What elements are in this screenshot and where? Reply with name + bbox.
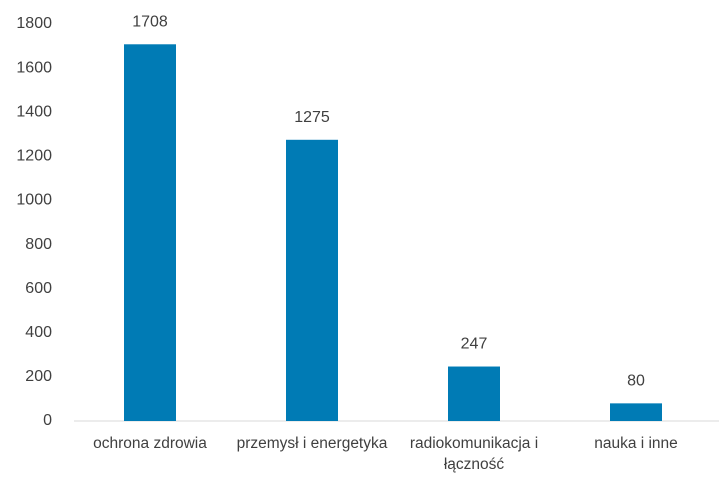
y-tick-label: 600 xyxy=(25,280,52,297)
y-tick-label: 1000 xyxy=(16,192,52,209)
y-tick-label: 400 xyxy=(25,324,52,341)
x-tick-label: nauka i inne xyxy=(594,435,678,452)
data-label: 247 xyxy=(461,336,488,353)
bar xyxy=(448,366,500,421)
y-tick-label: 1400 xyxy=(16,103,52,120)
y-tick-label: 800 xyxy=(25,236,52,253)
x-tick-label: radiokomunikacja i łączność xyxy=(409,435,539,473)
y-tick-label: 1200 xyxy=(16,148,52,165)
y-tick-label: 0 xyxy=(43,412,52,429)
bar xyxy=(286,139,338,421)
y-tick-label: 200 xyxy=(25,368,52,385)
data-label: 1275 xyxy=(294,109,330,126)
data-label: 1708 xyxy=(132,14,168,31)
bar xyxy=(124,44,176,422)
x-tick-label: ochrona zdrowia xyxy=(93,435,207,452)
x-tick-label: przemysł i energetyka xyxy=(236,435,388,452)
data-label: 80 xyxy=(627,373,645,390)
bar xyxy=(610,403,662,421)
y-tick-label: 1600 xyxy=(16,59,52,76)
y-tick-label: 1800 xyxy=(16,15,52,32)
